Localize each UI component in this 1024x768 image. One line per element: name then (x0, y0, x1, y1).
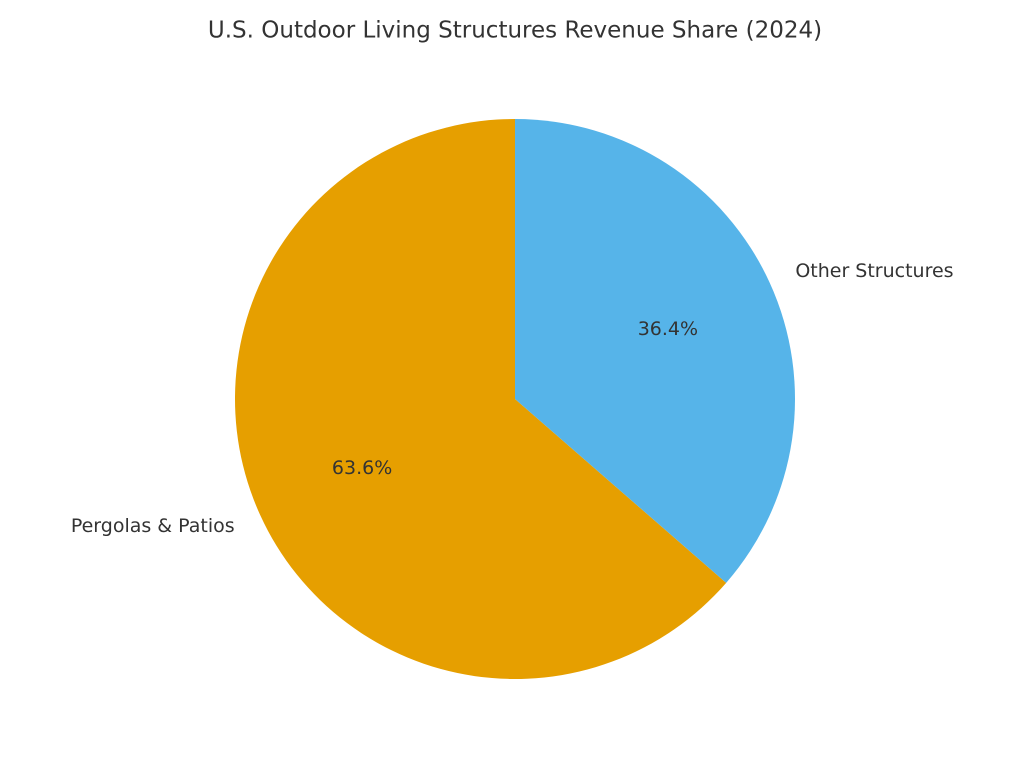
category-label: Pergolas & Patios (71, 515, 235, 537)
pie-slice (515, 118, 795, 583)
chart-title: U.S. Outdoor Living Structures Revenue S… (208, 18, 822, 44)
pie-slice (235, 119, 727, 679)
value-label: 36.4% (638, 318, 698, 340)
category-label: Other Structures (795, 260, 953, 282)
value-label: 63.6% (332, 457, 392, 479)
